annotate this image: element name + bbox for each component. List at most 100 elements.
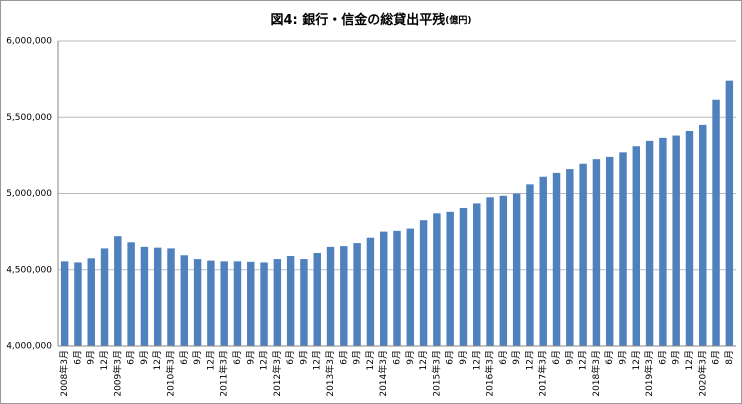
bar <box>552 172 561 346</box>
bar <box>379 231 388 346</box>
bar <box>632 146 641 346</box>
bar <box>712 99 720 347</box>
x-tick-label: 2017年3月 <box>537 350 549 397</box>
x-tick-label: 6月 <box>285 350 296 365</box>
y-tick-label: 6,000,000 <box>6 37 52 47</box>
x-tick-label: 2009年3月 <box>111 350 123 397</box>
bar <box>193 259 202 346</box>
bar <box>273 259 282 346</box>
x-tick-label: 2013年3月 <box>324 350 336 397</box>
bar <box>592 159 601 346</box>
x-tick-label: 2015年3月 <box>430 350 442 397</box>
x-tick-label: 9月 <box>245 350 256 365</box>
bar <box>207 260 215 346</box>
x-tick-label: 9月 <box>671 350 682 365</box>
x-tick-label: 2014年3月 <box>377 350 389 397</box>
bar <box>233 261 242 346</box>
bar <box>340 246 348 346</box>
x-tick-label: 12月 <box>684 350 695 370</box>
x-tick-label: 2008年3月 <box>58 350 70 397</box>
x-tick-label: 9月 <box>511 350 522 365</box>
unit-label: (億円) <box>445 14 471 26</box>
x-tick-label: 6月 <box>551 350 562 365</box>
x-tick-label: 2020年3月 <box>696 350 708 397</box>
x-tick-label: 2011年3月 <box>218 350 230 397</box>
y-tick-label: 4,000,000 <box>6 342 52 352</box>
bar <box>300 259 308 346</box>
x-tick-label: 6月 <box>604 350 615 365</box>
x-tick-label: 2016年3月 <box>484 350 496 397</box>
x-tick-label: 9月 <box>86 350 97 365</box>
bar <box>699 124 707 346</box>
bar <box>114 236 122 346</box>
x-tick-label: 6月 <box>392 350 403 365</box>
bar <box>286 256 295 346</box>
x-tick-label: 6月 <box>72 350 83 365</box>
bar <box>406 228 415 346</box>
bar <box>140 246 149 346</box>
bar <box>605 156 614 346</box>
bar <box>685 130 694 346</box>
x-tick-label: 2018年3月 <box>590 350 602 397</box>
bar <box>512 193 521 346</box>
bar <box>579 163 587 346</box>
x-tick-label: 2012年3月 <box>271 350 283 397</box>
x-tick-label: 12月 <box>578 350 589 370</box>
x-tick-label: 9月 <box>139 350 150 365</box>
bar <box>619 152 627 346</box>
bar <box>526 184 534 346</box>
x-tick-label: 6月 <box>711 350 722 365</box>
bar <box>100 248 109 346</box>
bar <box>167 248 175 346</box>
x-tick-label: 9月 <box>192 350 203 365</box>
bar <box>353 243 361 346</box>
bar <box>260 262 268 346</box>
x-tick-label: 9月 <box>352 350 363 365</box>
bar <box>393 230 401 346</box>
x-tick-label: 9月 <box>298 350 309 365</box>
y-tick-label: 5,500,000 <box>6 113 52 123</box>
bar <box>672 135 680 346</box>
chart-title-group: 図4: 銀行・信金の総貸出平残(億円) <box>270 12 471 28</box>
x-tick-label: 2019年3月 <box>643 350 655 397</box>
x-tick-label: 6月 <box>126 350 137 365</box>
bar <box>446 211 454 346</box>
bar <box>645 140 654 346</box>
x-tick-label: 12月 <box>524 350 535 370</box>
bar <box>313 252 321 346</box>
bar <box>74 262 82 346</box>
x-tick-label: 9月 <box>618 350 629 365</box>
x-tick-label: 6月 <box>498 350 509 365</box>
x-tick-label: 9月 <box>458 350 469 365</box>
x-tick-label: 12月 <box>205 350 216 370</box>
bar <box>539 176 547 346</box>
x-tick-label: 12月 <box>365 350 376 370</box>
bar <box>419 220 428 346</box>
bar <box>326 246 335 346</box>
bar <box>433 213 441 346</box>
bar <box>153 247 162 346</box>
bar <box>60 261 69 346</box>
bar <box>180 255 189 346</box>
bar <box>247 261 255 346</box>
bar <box>659 137 667 346</box>
x-tick-label: 2010年3月 <box>165 350 177 397</box>
x-tick-label: 6月 <box>179 350 190 365</box>
bar <box>220 261 228 346</box>
bar <box>127 242 135 346</box>
x-tick-label: 6月 <box>232 350 243 365</box>
x-tick-label: 12月 <box>418 350 429 370</box>
bar <box>87 258 95 346</box>
x-tick-label: 9月 <box>405 350 416 365</box>
bar <box>499 195 508 346</box>
chart-title: 図4: 銀行・信金の総貸出平残 <box>270 12 445 28</box>
bar <box>366 237 375 346</box>
x-tick-label: 12月 <box>631 350 642 370</box>
bar <box>486 197 494 346</box>
y-tick-label: 5,000,000 <box>6 189 52 199</box>
x-tick-label: 9月 <box>564 350 575 365</box>
y-tick-label: 4,500,000 <box>6 265 52 275</box>
x-tick-label: 6月 <box>445 350 456 365</box>
bar <box>459 207 468 346</box>
